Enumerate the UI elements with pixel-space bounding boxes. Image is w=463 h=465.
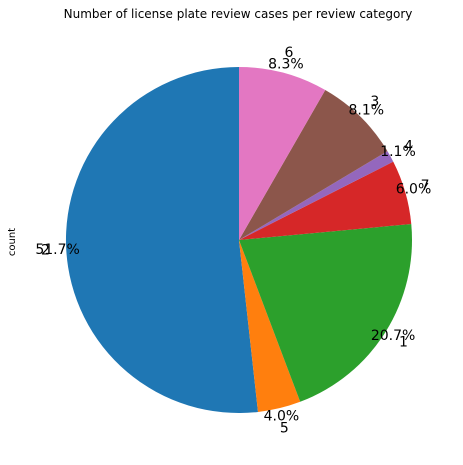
pct-label-4: 1.1% bbox=[380, 144, 416, 160]
pie-slices bbox=[65, 67, 413, 414]
pie-labels: 51.7%2 4.0%5 20.7%1 6.0%7 1.1%4 8.1%3 8.3%6 bbox=[35, 45, 431, 437]
pie-slice-3 bbox=[239, 90, 388, 240]
chart-title: Number of license plate review cases per… bbox=[64, 7, 413, 21]
pie-slice-7 bbox=[239, 161, 412, 240]
category-label-5: 5 bbox=[280, 420, 289, 436]
category-label-4: 4 bbox=[404, 138, 413, 154]
pct-label-6: 8.3% bbox=[268, 57, 304, 73]
pct-label-1: 20.7% bbox=[371, 328, 415, 344]
pie-slice-1 bbox=[239, 223, 413, 402]
pct-label-3: 8.1% bbox=[349, 102, 385, 118]
y-axis-label: count bbox=[7, 228, 18, 256]
pct-label-5: 4.0% bbox=[264, 409, 300, 425]
pct-label-7: 6.0% bbox=[396, 182, 432, 198]
pct-label-2: 51.7% bbox=[35, 242, 79, 258]
category-label-1: 1 bbox=[399, 335, 408, 351]
category-label-3: 3 bbox=[370, 94, 379, 110]
pie-slice-4 bbox=[239, 151, 394, 240]
pie-slice-5 bbox=[239, 240, 301, 412]
pie-slice-2 bbox=[65, 67, 259, 414]
category-label-6: 6 bbox=[285, 45, 294, 61]
pie-slice-6 bbox=[239, 67, 326, 240]
category-label-2: 2 bbox=[41, 243, 50, 259]
category-label-7: 7 bbox=[421, 178, 430, 194]
